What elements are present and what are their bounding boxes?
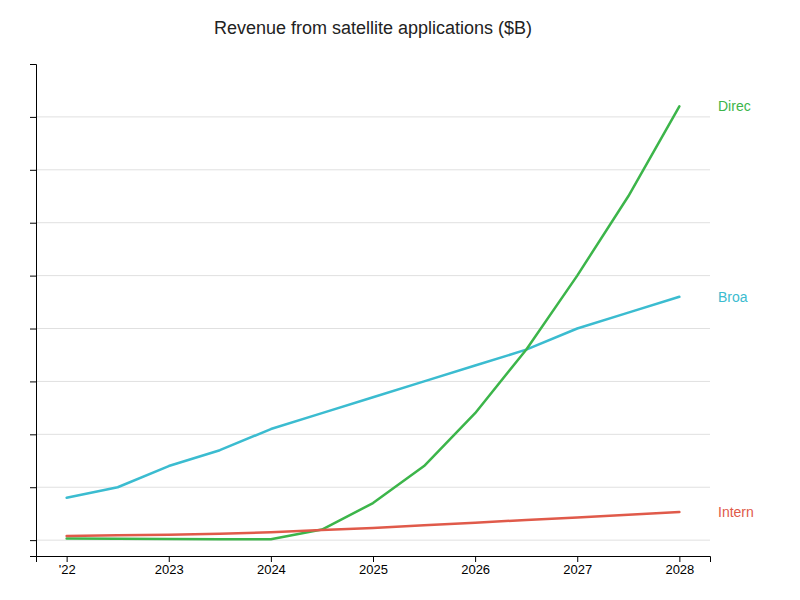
x-tick-mark (475, 556, 476, 562)
series-label: Direc (718, 98, 751, 114)
x-tick-label: 2027 (563, 562, 592, 577)
x-tick: 2023 (155, 556, 184, 577)
y-tick (30, 223, 36, 224)
series-group (67, 106, 680, 539)
x-tick-label: 2028 (665, 562, 694, 577)
grid-line (36, 328, 710, 329)
grid-line (36, 222, 710, 223)
grid-line (36, 487, 710, 488)
y-tick (30, 381, 36, 382)
x-tick-mark (577, 556, 578, 562)
grid-line (36, 275, 710, 276)
grid (36, 117, 710, 540)
y-axis (30, 65, 37, 557)
x-tick-mark (271, 556, 272, 562)
x-tick-label: '22 (59, 562, 76, 577)
x-tick-mark (679, 556, 680, 562)
y-axis-line (30, 65, 37, 557)
y-tick-mark (30, 276, 36, 277)
x-tick-label: 2025 (359, 562, 388, 577)
x-tick: 2026 (461, 556, 490, 577)
x-tick: 2028 (665, 556, 694, 577)
grid-line (36, 116, 710, 117)
y-tick (30, 276, 36, 277)
series-line (67, 297, 680, 498)
y-tick (30, 434, 36, 435)
x-tick: 2025 (359, 556, 388, 577)
y-tick-mark (30, 487, 36, 488)
plot-area: '22 2023 2024 2025 2026 2027 2028 Broa Direc Inte… (30, 65, 754, 578)
x-tick-mark (373, 556, 374, 562)
series-line (67, 512, 680, 536)
x-tick-mark (67, 556, 68, 562)
y-tick (30, 170, 36, 171)
x-tick-label: 2026 (461, 562, 490, 577)
y-tick-mark (30, 434, 36, 435)
y-tick (30, 487, 36, 488)
x-tick: 2024 (257, 556, 286, 577)
grid-line (36, 381, 710, 382)
y-tick (30, 329, 36, 330)
y-tick-mark (30, 540, 36, 541)
x-tick-label: 2023 (155, 562, 184, 577)
grid-line (36, 434, 710, 435)
series-line (67, 106, 680, 539)
x-tick-label: 2024 (257, 562, 286, 577)
series-label: Intern (718, 504, 754, 520)
chart: '22 2023 2024 2025 2026 2027 2028 Broa Direc Inte… (0, 0, 800, 600)
x-tick: '22 (59, 556, 76, 577)
grid-line (36, 169, 710, 170)
y-tick-mark (30, 117, 36, 118)
x-tick: 2027 (563, 556, 592, 577)
y-tick-mark (30, 329, 36, 330)
title: Revenue from satellite applications ($B) (214, 18, 532, 38)
series-label: Broa (718, 289, 748, 305)
y-tick-mark (30, 170, 36, 171)
x-axis: '22 2023 2024 2025 2026 2027 2028 (37, 556, 711, 577)
x-tick-mark (169, 556, 170, 562)
y-tick-mark (30, 381, 36, 382)
line-labels: Broa Direc Intern (718, 98, 754, 520)
y-tick (30, 540, 36, 541)
y-tick-mark (30, 223, 36, 224)
x-axis-line (37, 557, 711, 563)
y-tick (30, 117, 36, 118)
